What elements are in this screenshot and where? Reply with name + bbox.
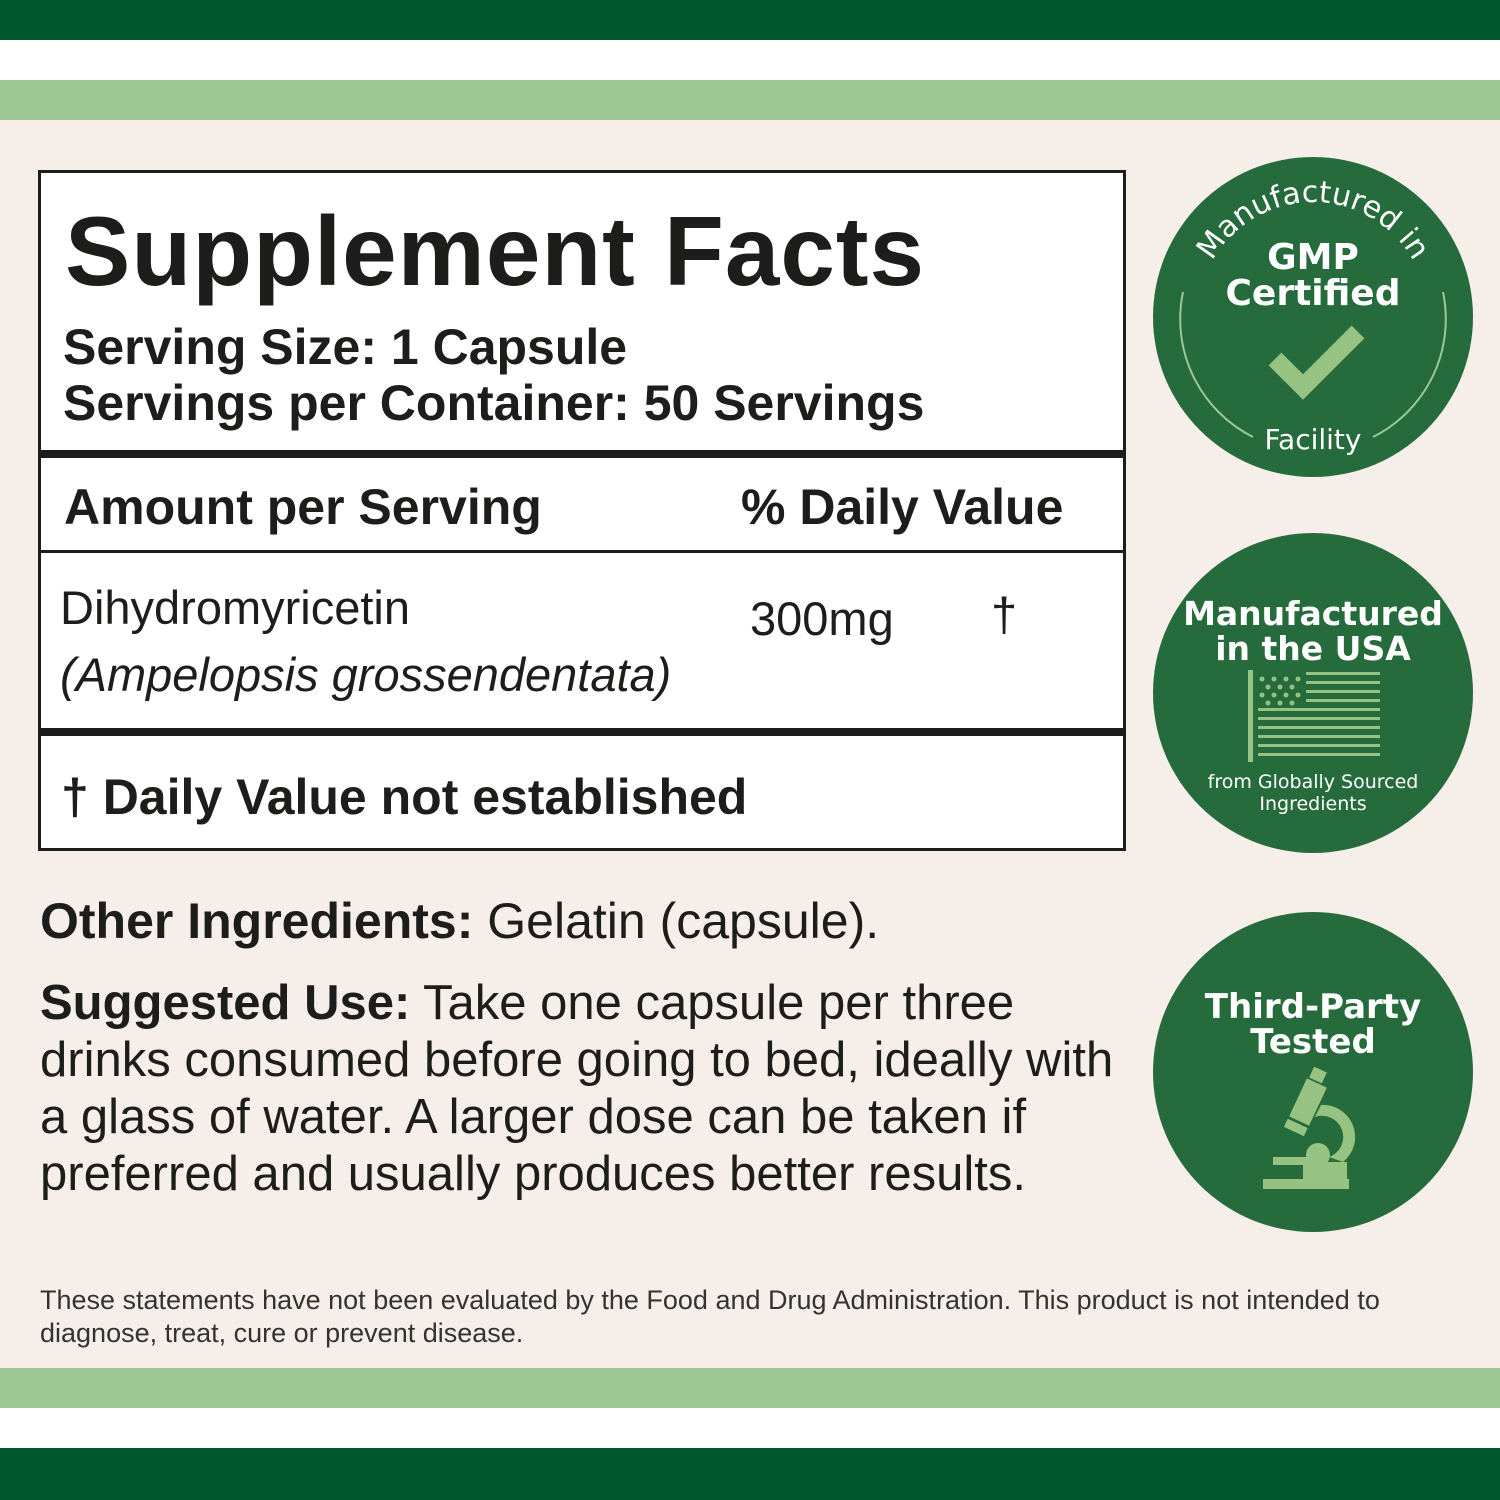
badge-main-line1: GMP xyxy=(1267,237,1359,278)
badge-main-line2: Tested xyxy=(1250,1022,1376,1062)
other-ingredients-text: Gelatin (capsule). xyxy=(473,893,880,949)
suggested-use-text: Take one capsule per three drinks consum… xyxy=(40,976,1114,1201)
serving-size: Serving Size: 1 Capsule xyxy=(63,319,628,375)
facts-title: Supplement Facts xyxy=(65,196,926,306)
checkmark-icon xyxy=(1268,325,1365,400)
fda-disclaimer: These statements have not been evaluated… xyxy=(40,1285,1380,1348)
badge-main-line1: Manufactured xyxy=(1183,594,1443,633)
bottom-light-band xyxy=(0,1368,1500,1408)
badge-main-line2: Certified xyxy=(1225,273,1401,314)
servings-per-container: Servings per Container: 50 Servings xyxy=(63,375,925,431)
amount-per-serving-header: Amount per Serving xyxy=(64,479,542,535)
badge-sub-line1: from Globally Sourced xyxy=(1207,771,1419,793)
us-flag-icon xyxy=(1248,670,1380,762)
other-ingredients: Other Ingredients: Gelatin (capsule). xyxy=(40,892,879,950)
thick-divider xyxy=(41,728,1123,736)
thick-divider xyxy=(41,450,1123,458)
badge-ring: Manufactured in Facility xyxy=(1179,175,1447,456)
suggested-use-label: Suggested Use: xyxy=(40,976,411,1030)
badge-sub-line2: Ingredients xyxy=(1259,793,1367,815)
suggested-use: Suggested Use: Take one capsule per thre… xyxy=(40,975,1130,1203)
badge-main-line1: Third-Party xyxy=(1204,987,1422,1027)
bottom-dark-band xyxy=(0,1448,1500,1500)
top-white-band xyxy=(0,40,1500,80)
footnote: † Daily Value not established xyxy=(61,769,748,825)
gmp-certified-badge: Manufactured in Facility GMP Certified xyxy=(1153,157,1473,477)
top-light-band xyxy=(0,80,1500,120)
ingredient-source: (Ampelopsis grossendentata) xyxy=(60,648,672,701)
thin-divider xyxy=(41,550,1123,553)
top-dark-band xyxy=(0,0,1500,40)
ingredient-dv: † xyxy=(991,588,1018,641)
bottom-white-band xyxy=(0,1408,1500,1448)
third-party-tested-badge: Third-Party Tested xyxy=(1153,912,1473,1232)
microscope-icon xyxy=(1263,1067,1356,1189)
badge-bottom-text: Facility xyxy=(1265,423,1362,456)
daily-value-header: % Daily Value xyxy=(741,479,1064,535)
supplement-facts-panel: Supplement Facts Serving Size: 1 Capsule… xyxy=(38,170,1126,851)
ingredient-amount: 300mg xyxy=(750,592,894,645)
made-in-usa-badge: Manufactured in the USA from Globally So… xyxy=(1153,533,1473,853)
other-ingredients-label: Other Ingredients: xyxy=(40,893,474,949)
ingredient-name: Dihydromyricetin xyxy=(60,581,410,634)
badge-main-line2: in the USA xyxy=(1215,629,1411,668)
